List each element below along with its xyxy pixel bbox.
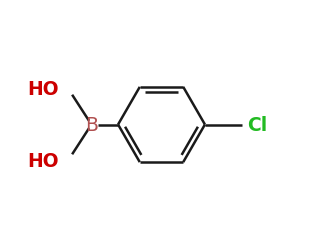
Text: HO: HO [27, 80, 58, 98]
Text: Cl: Cl [247, 116, 267, 134]
Text: B: B [86, 116, 99, 134]
Text: HO: HO [27, 152, 58, 170]
